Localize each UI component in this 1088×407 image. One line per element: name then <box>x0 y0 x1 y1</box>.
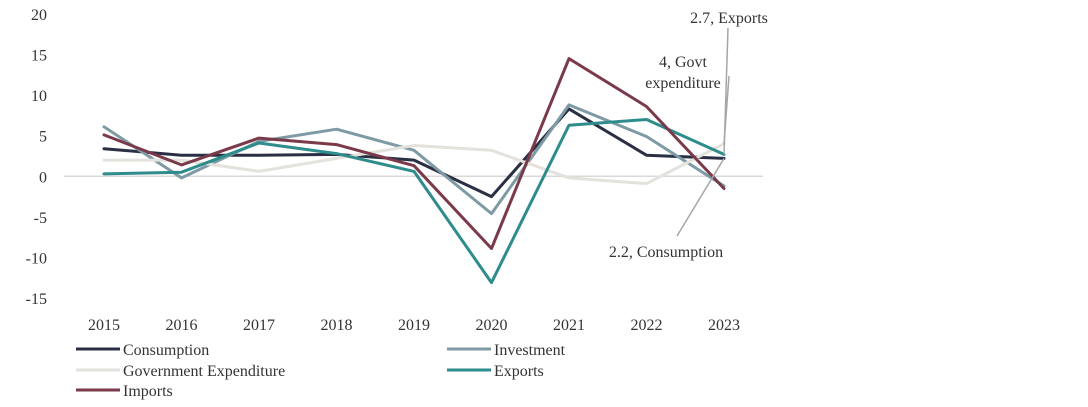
legend-label: Imports <box>123 383 173 400</box>
annotation-leader-line <box>723 75 730 144</box>
x-tick-label: 2020 <box>476 317 508 334</box>
y-tick-label: 10 <box>31 88 47 105</box>
x-tick-label: 2015 <box>88 317 120 334</box>
y-tick-label: 0 <box>39 169 47 186</box>
legend-item: Imports <box>76 383 173 400</box>
y-axis-ticks: 20 15 10 5 0 -5 -10 -15 <box>26 7 47 308</box>
legend-label: Investment <box>494 342 566 359</box>
annotation-layer: 2.7, Exports 4, Govt expenditure 2.2, Consu… <box>609 10 768 261</box>
series-line-investment <box>102 103 726 216</box>
series-layer <box>102 57 726 285</box>
x-tick-label: 2016 <box>166 317 198 334</box>
y-tick-label: -5 <box>34 210 47 227</box>
y-tick-label: 20 <box>31 7 47 24</box>
annotation-label: expenditure <box>645 75 721 92</box>
y-tick-label: -10 <box>26 250 47 267</box>
x-axis-ticks: 2015 2016 2017 2018 2019 2020 2021 2022 2023 <box>88 317 740 334</box>
y-tick-label: 5 <box>39 129 47 146</box>
annotation-label: 2.7, Exports <box>690 10 768 27</box>
legend-label: Consumption <box>123 342 209 359</box>
x-tick-label: 2017 <box>243 317 275 334</box>
series-line-exports <box>102 118 726 285</box>
legend-item: Exports <box>447 363 544 380</box>
legend-item: Consumption <box>76 342 209 359</box>
annotation-label: 4, Govt <box>659 54 708 71</box>
y-tick-label: -15 <box>26 291 47 308</box>
y-tick-label: 15 <box>31 48 47 65</box>
annotation-label: 2.2, Consumption <box>609 244 723 261</box>
legend-item: Investment <box>447 342 566 359</box>
x-tick-label: 2021 <box>553 317 585 334</box>
legend-label: Exports <box>494 363 544 380</box>
x-tick-label: 2018 <box>321 317 353 334</box>
x-tick-label: 2019 <box>398 317 430 334</box>
annotation-leader-line <box>676 158 725 237</box>
legend: Consumption Investment Government Expendit… <box>76 342 566 400</box>
legend-item: Government Expenditure <box>76 363 285 380</box>
x-tick-label: 2022 <box>631 317 663 334</box>
legend-label: Government Expenditure <box>123 363 285 380</box>
series-line-imports <box>102 57 726 250</box>
x-tick-label: 2023 <box>708 317 740 334</box>
